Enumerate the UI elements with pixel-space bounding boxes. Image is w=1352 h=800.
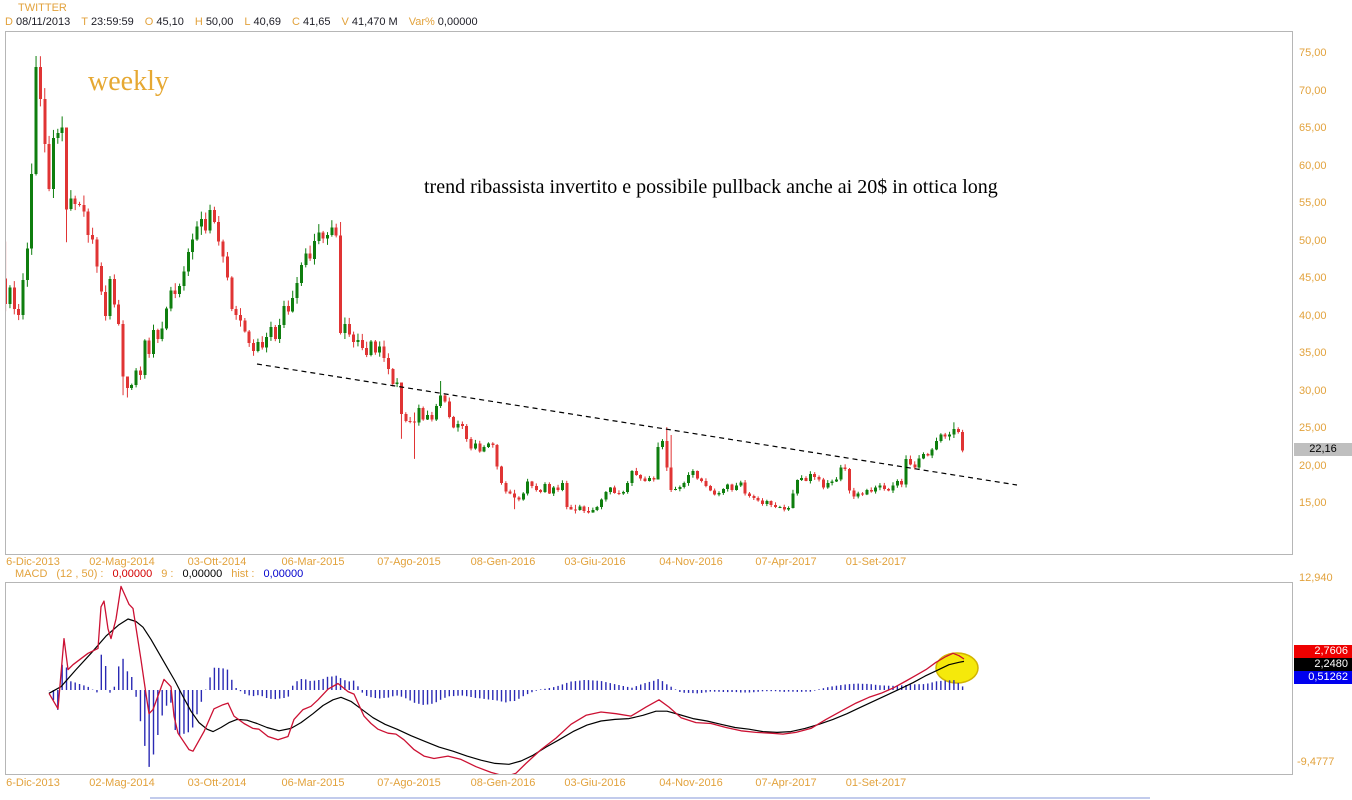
x-axis-date-label: 06-Mar-2015 (281, 777, 345, 789)
field-var-percent: Var% 0,00000 (408, 16, 478, 28)
field-low: L 40,69 (244, 16, 281, 28)
price-axis-label: 25,00 (1299, 422, 1327, 434)
price-axis-label: 30,00 (1299, 385, 1327, 397)
last-price-marker: 22,16 (1294, 443, 1352, 456)
macd-indicator-bar: MACD (12 , 50) : 0,00000 9 : 0,00000 his… (15, 568, 303, 580)
x-axis-date-label: 07-Ago-2015 (377, 556, 441, 568)
x-axis-date-label: 08-Gen-2016 (470, 556, 536, 568)
timeframe-label: weekly (88, 66, 169, 97)
field-high: H 50,00 (194, 16, 234, 28)
macd-chart[interactable] (6, 583, 1292, 774)
x-axis-date-label: 03-Ott-2014 (187, 777, 247, 789)
x-axis-date-label: 03-Giu-2016 (564, 556, 626, 568)
price-chart-pane[interactable] (5, 31, 1293, 555)
signal-last-value-badge: 2,2480 (1294, 658, 1352, 671)
x-axis-date-label: 01-Set-2017 (845, 777, 907, 789)
x-axis-date-label: 07-Apr-2017 (755, 556, 817, 568)
x-axis-date-label: 03-Giu-2016 (564, 777, 626, 789)
price-axis-label: 75,00 (1299, 47, 1327, 59)
x-axis-date-label: 07-Ago-2015 (377, 777, 441, 789)
macd-params-label: (12 , 50) : (56, 568, 104, 580)
x-axis-date-label: 6-Dic-2013 (6, 777, 60, 789)
date-axis-macd-pane: 6-Dic-2013 02-Mag-2014 03-Ott-2014 06-Mar-2… (5, 777, 1293, 789)
analysis-annotation: trend ribassista invertito e possibile p… (424, 176, 998, 198)
x-axis-date-label: 08-Gen-2016 (470, 777, 536, 789)
x-axis-date-label: 07-Apr-2017 (755, 777, 817, 789)
x-axis-date-label: 02-Mag-2014 (89, 777, 155, 789)
price-axis-label: 40,00 (1299, 310, 1327, 322)
date-axis-price-pane: 6-Dic-2013 02-Mag-2014 03-Ott-2014 06-Mar-2… (5, 556, 1293, 568)
macd-label: MACD (15, 568, 48, 580)
price-axis-label: 45,00 (1299, 272, 1327, 284)
price-axis-label: 35,00 (1299, 347, 1327, 359)
candlestick-chart[interactable] (6, 32, 1292, 554)
horizontal-scrollbar[interactable] (150, 797, 1150, 799)
field-close: C 41,65 (292, 16, 331, 28)
x-axis-date-label: 02-Mag-2014 (89, 556, 155, 568)
hist-cursor-value: 0,00000 (263, 568, 304, 580)
x-axis-date-label: 03-Ott-2014 (187, 556, 247, 568)
price-axis-label: 70,00 (1299, 85, 1327, 97)
x-axis-date-label: 6-Dic-2013 (6, 556, 60, 568)
macd-cursor-value: 0,00000 (112, 568, 153, 580)
symbol-title: TWITTER (18, 2, 67, 14)
x-axis-date-label: 01-Set-2017 (845, 556, 907, 568)
x-axis-date-label: 04-Nov-2016 (659, 777, 723, 789)
macd-axis-min: -9,4777 (1297, 756, 1335, 768)
signal-cursor-value: 0,00000 (182, 568, 223, 580)
field-date: D 08/11/2013 (5, 16, 71, 28)
x-axis-date-label: 04-Nov-2016 (659, 556, 723, 568)
hist-last-value-badge: 0,51262 (1294, 671, 1352, 684)
macd-axis-max: 12,940 (1299, 572, 1333, 584)
price-axis-label: 20,00 (1299, 460, 1327, 472)
field-open: O 45,10 (144, 16, 184, 28)
price-axis-label: 65,00 (1299, 122, 1327, 134)
price-axis-label: 50,00 (1299, 235, 1327, 247)
price-axis-label: 15,00 (1299, 497, 1327, 509)
quote-info-bar: D 08/11/2013 T 23:59:59 O 45,10 H 50,00 … (5, 16, 478, 28)
macd-last-value-badge: 2,7606 (1294, 645, 1352, 658)
field-time: T 23:59:59 (81, 16, 134, 28)
x-axis-date-label: 06-Mar-2015 (281, 556, 345, 568)
price-axis-label: 60,00 (1299, 160, 1327, 172)
field-volume: V 41,470 M (341, 16, 398, 28)
price-axis-label: 55,00 (1299, 197, 1327, 209)
hist-label: hist : (231, 568, 255, 580)
signal-param-label: 9 : (161, 568, 174, 580)
macd-chart-pane[interactable] (5, 582, 1293, 775)
